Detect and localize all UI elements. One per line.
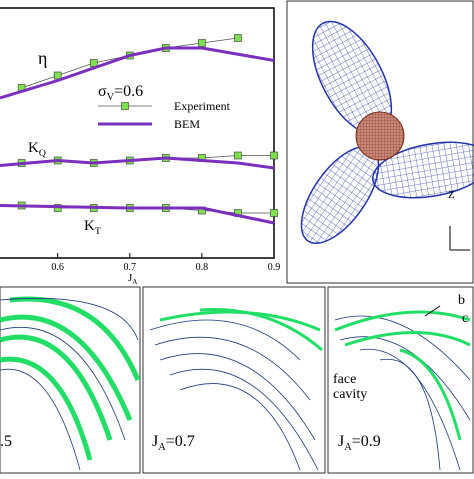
- marker: [234, 151, 242, 160]
- axis-label: Z: [448, 189, 455, 201]
- marker: [198, 39, 206, 47]
- axes: [0, 7, 275, 259]
- series-line: [0, 46, 275, 100]
- annotation: KQ: [28, 140, 46, 159]
- annotation: σV=0.6: [98, 83, 143, 103]
- cavity-label-tail: =0.9: [352, 433, 381, 450]
- x-tick-label: 0.8: [196, 262, 209, 273]
- cavity-label: cavity: [333, 387, 367, 402]
- annotation: KT: [84, 218, 101, 237]
- panel-frame: [0, 286, 141, 474]
- annotation: η: [38, 48, 47, 68]
- marker: [270, 151, 278, 160]
- annotation-sub: V: [107, 92, 115, 103]
- annotation-main: K: [84, 218, 95, 234]
- annotation-main: K: [28, 140, 39, 156]
- back-label: b: [458, 293, 465, 308]
- cavity-label-main: J: [338, 433, 344, 450]
- panel-frame: [327, 286, 474, 474]
- propeller: [300, 20, 474, 251]
- cavity-label-sub: A: [344, 442, 352, 453]
- cavity-label-main: .5: [0, 433, 12, 450]
- back-label: c: [462, 311, 468, 326]
- series-line: [0, 204, 275, 225]
- marker: [53, 71, 62, 80]
- x-tick-label: 0.9: [268, 262, 281, 273]
- cavity-label-sub: A: [158, 442, 166, 453]
- cavity-label-tail: =0.7: [166, 433, 195, 450]
- legend-label: Experiment: [174, 99, 231, 113]
- annotation-tail: =0.6: [114, 83, 143, 100]
- annotation-sub: Q: [39, 148, 46, 159]
- x-label-sub: A: [132, 278, 137, 286]
- face-label: face: [333, 372, 356, 387]
- series-line: [0, 156, 275, 170]
- cavity-label-main: J: [152, 433, 158, 450]
- panel-labels: .5 JA=0.7 JA=0.9: [0, 433, 381, 453]
- annotation-sub: T: [95, 226, 101, 237]
- legend-label: BEM: [174, 117, 200, 131]
- marker: [234, 34, 242, 42]
- marker: [89, 59, 98, 67]
- annotation-main: η: [38, 48, 47, 68]
- marker: [270, 209, 278, 217]
- cavity-label: JA=0.7: [152, 433, 195, 453]
- x-label-main: J: [128, 272, 133, 284]
- panel-frame: [286, 0, 474, 284]
- cavity-label: JA=0.9: [338, 433, 381, 453]
- x-axis-label: JA: [128, 272, 137, 286]
- legend-marker: [121, 102, 129, 110]
- panel-frame: [142, 286, 326, 474]
- x-tick-label: 0.6: [51, 262, 64, 273]
- annotation-main: σ: [98, 83, 107, 100]
- cavity-label: .5: [0, 433, 12, 450]
- x-tick-label: 0.7: [124, 262, 137, 273]
- cavity-drawings: [0, 296, 471, 471]
